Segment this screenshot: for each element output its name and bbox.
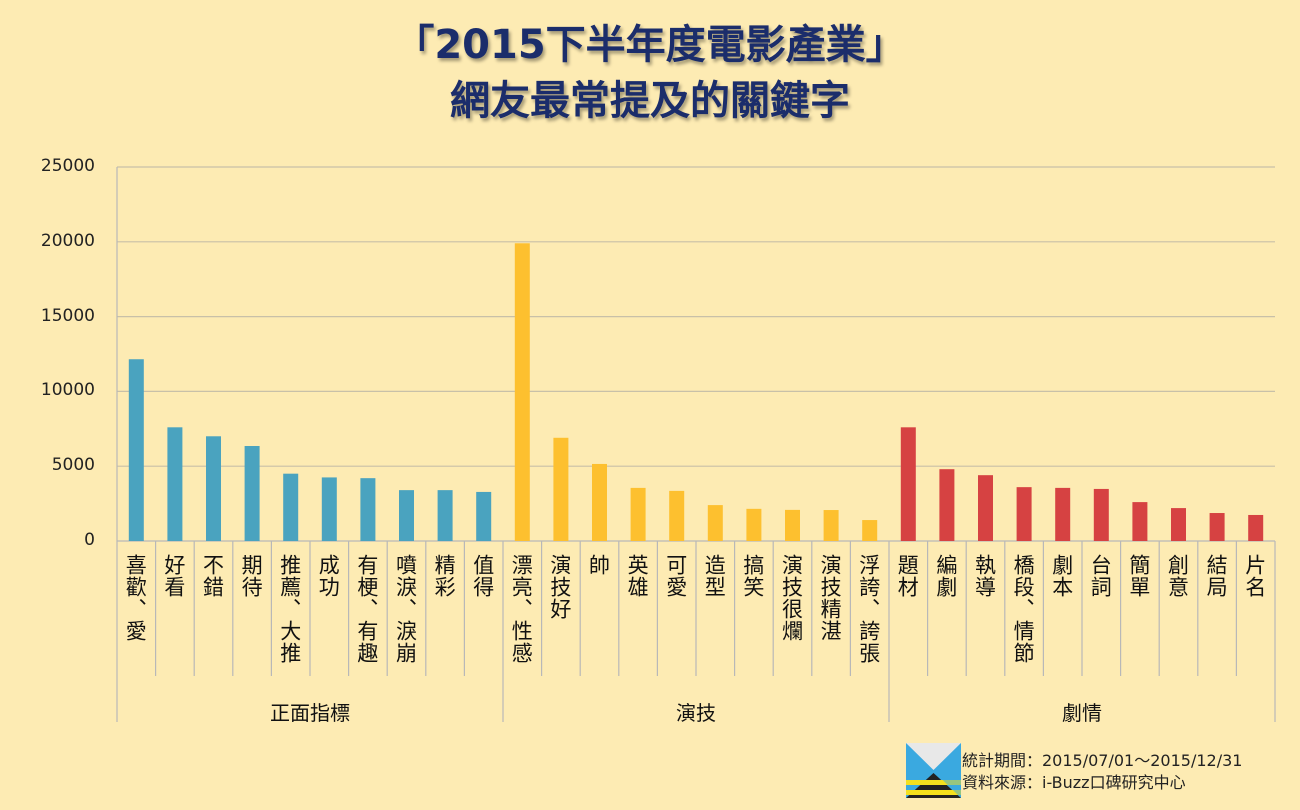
x-tick-label: 值得 xyxy=(470,554,495,598)
bar xyxy=(1248,514,1264,541)
bar xyxy=(1016,487,1032,541)
bar xyxy=(1132,502,1148,541)
y-tick-label: 15000 xyxy=(40,305,95,326)
bar xyxy=(244,446,260,541)
chart-title-line1: 「2015下半年度電影產業」 xyxy=(394,22,906,68)
x-tick-label: 可愛 xyxy=(663,554,688,598)
x-tick-label: 喜歡、愛 xyxy=(123,554,148,642)
group-label: 演技 xyxy=(676,701,716,725)
x-tick-label: 期待 xyxy=(239,554,264,598)
bar xyxy=(206,436,221,541)
bar xyxy=(630,487,646,541)
x-tick-label: 結局 xyxy=(1204,554,1229,598)
bar xyxy=(823,510,839,541)
x-tick-label: 英雄 xyxy=(625,554,650,598)
bar xyxy=(592,463,607,541)
x-tick-label: 浮誇、誇張 xyxy=(856,554,881,664)
x-tick-label: 演技好 xyxy=(547,554,572,620)
bar xyxy=(746,508,762,541)
chart-title-line2: 網友最常提及的關鍵字 xyxy=(450,78,850,124)
x-tick-label: 造型 xyxy=(702,554,727,598)
bar xyxy=(283,473,299,541)
y-tick-label: 20000 xyxy=(40,230,95,251)
x-tick-label: 編劇 xyxy=(933,554,958,598)
bar xyxy=(785,509,800,541)
x-tick-label: 好看 xyxy=(161,554,186,598)
x-tick-label: 簡單 xyxy=(1126,554,1151,598)
x-tick-label: 片名 xyxy=(1242,554,1267,598)
bar xyxy=(1055,487,1071,541)
footer-period: 統計期間：2015/07/01～2015/12/31 xyxy=(962,751,1243,770)
x-tick-label: 題材 xyxy=(895,554,920,598)
x-tick-label: 精彩 xyxy=(432,554,457,598)
x-tick-label: 劇本 xyxy=(1049,554,1074,598)
bar xyxy=(862,520,878,541)
x-tick-label: 推薦、大推 xyxy=(277,554,302,664)
y-tick-label: 0 xyxy=(84,530,95,550)
x-tick-label: 台詞 xyxy=(1088,554,1113,598)
bar xyxy=(476,491,492,541)
x-tick-label: 橋段、情節 xyxy=(1011,554,1036,664)
footer-source: 資料來源：i-Buzz口碑研究中心 xyxy=(962,773,1186,792)
x-tick-label: 執導 xyxy=(972,554,997,598)
x-tick-label: 漂亮、性感 xyxy=(509,554,534,664)
y-tick-label: 25000 xyxy=(40,156,95,176)
bar xyxy=(360,478,376,541)
bar xyxy=(1209,513,1225,541)
bar xyxy=(707,505,723,541)
group-label: 正面指標 xyxy=(270,701,350,725)
bar xyxy=(978,475,993,541)
x-tick-label: 有梗、有趣 xyxy=(354,554,379,664)
bar xyxy=(437,490,453,541)
bar xyxy=(553,437,569,541)
x-tick-label: 成功 xyxy=(316,554,341,598)
group-label: 劇情 xyxy=(1062,701,1102,725)
bar xyxy=(128,359,144,541)
bar xyxy=(669,490,685,541)
ibuzz-logo xyxy=(906,743,961,798)
bar xyxy=(399,490,414,541)
bar xyxy=(1171,508,1186,541)
bar xyxy=(514,243,530,541)
bar xyxy=(321,477,337,541)
y-tick-label: 10000 xyxy=(40,380,95,401)
bar xyxy=(939,469,955,541)
bar xyxy=(900,427,916,541)
x-tick-label: 演技精湛 xyxy=(818,554,843,642)
x-tick-label: 創意 xyxy=(1165,554,1190,598)
x-tick-label: 噴淚、淚崩 xyxy=(393,554,418,664)
bar xyxy=(1093,488,1109,541)
y-tick-label: 5000 xyxy=(51,455,95,476)
x-tick-label: 演技很爛 xyxy=(779,554,804,642)
bar xyxy=(167,427,183,541)
x-tick-label: 搞笑 xyxy=(740,554,765,598)
x-tick-label: 不錯 xyxy=(200,554,225,598)
x-tick-label: 帥 xyxy=(586,554,611,576)
